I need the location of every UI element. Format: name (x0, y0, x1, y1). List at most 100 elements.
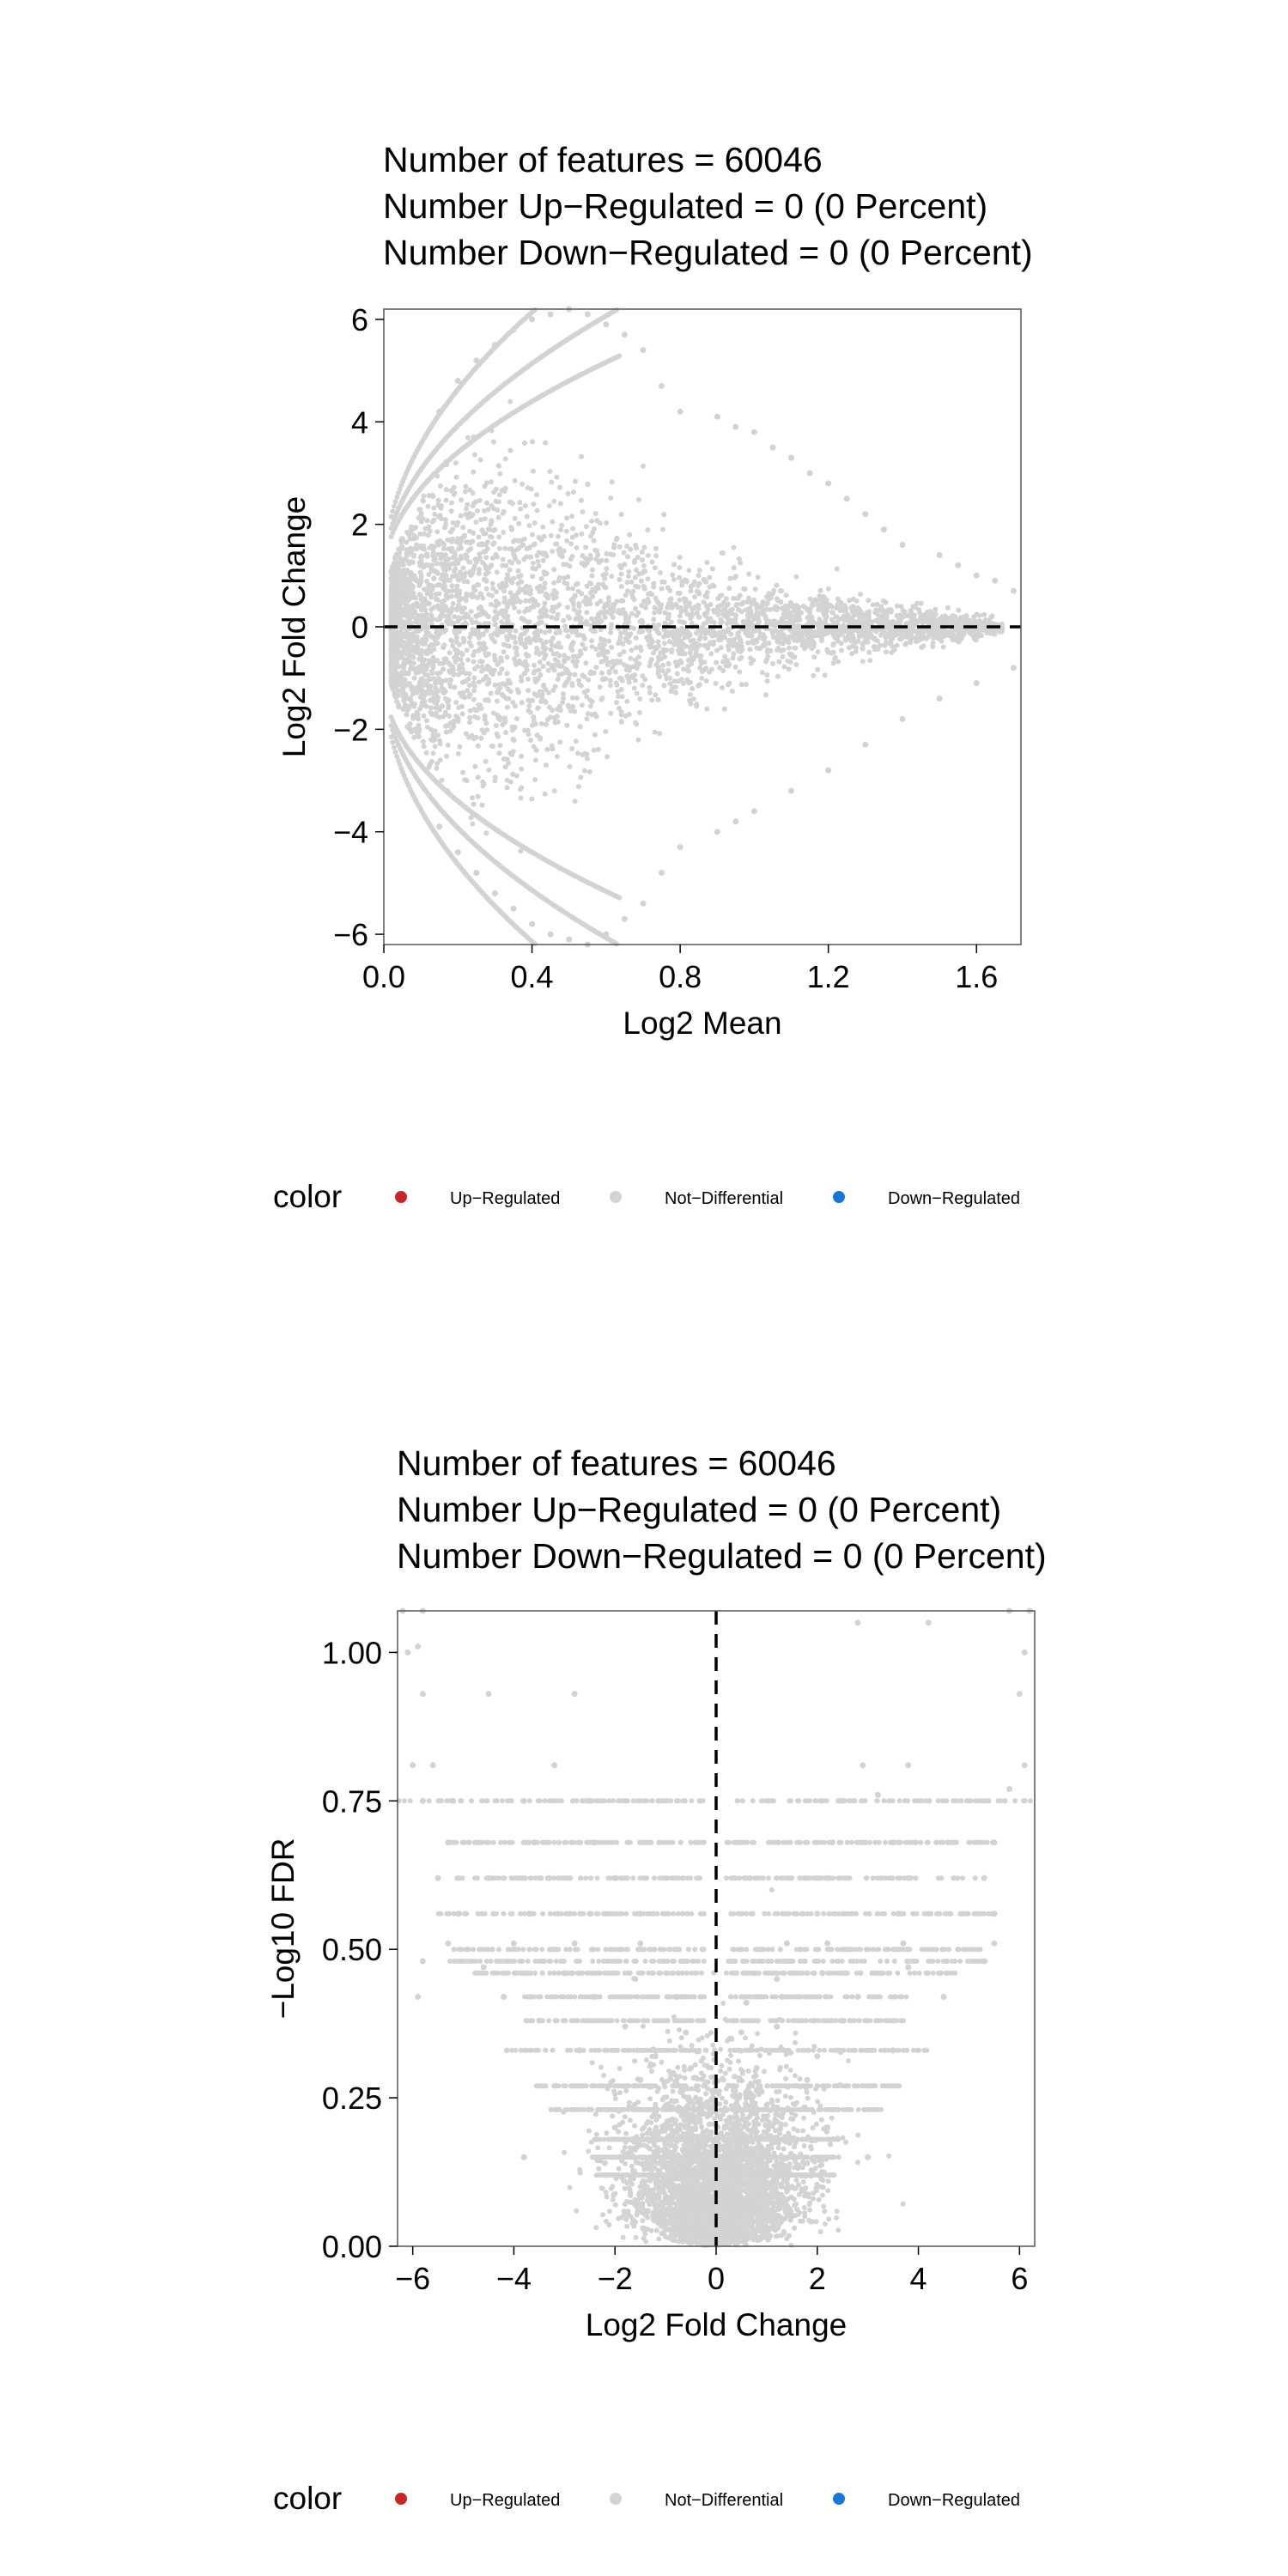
ma-cloud-point (473, 519, 479, 525)
ma-cloud-point (677, 574, 682, 580)
ma-cloud-point (932, 615, 937, 620)
ma-cloud-point (526, 545, 532, 551)
ma-cloud-point (687, 692, 693, 697)
ma-cloud-point (580, 702, 585, 708)
ma-cloud-point (502, 545, 508, 551)
ma-cloud-point (502, 456, 508, 462)
ma-cloud-point (413, 595, 418, 601)
ma-cloud-point (416, 612, 422, 618)
ma-cloud-point (447, 662, 453, 668)
ma-cloud-point (781, 647, 787, 653)
ma-cloud-point (516, 559, 521, 565)
ma-cloud-point (597, 520, 603, 526)
ma-cloud-point (692, 594, 697, 600)
ma-cloud-point (516, 609, 522, 615)
ma-cloud-point (726, 611, 732, 617)
ma-cloud-point (605, 603, 611, 609)
ma-cloud-point (440, 645, 447, 650)
ma-cloud-point (686, 568, 692, 574)
ma-cloud-point (569, 534, 575, 540)
ma-cloud-point (562, 623, 568, 629)
ma-cloud-point (394, 620, 400, 626)
ma-cloud-point (507, 546, 513, 552)
ma-cloud-point (845, 630, 851, 636)
ma-cloud-point (504, 671, 510, 677)
ma-cloud-point (423, 750, 429, 756)
ma-cloud-point (517, 500, 523, 506)
ma-cloud-point (618, 512, 624, 518)
ma-cloud-point (549, 615, 555, 620)
ma-cloud-point (447, 650, 453, 656)
ma-cloud-point (582, 646, 588, 652)
ma-cloud-point (670, 572, 676, 578)
ma-cloud-point (477, 641, 483, 647)
ma-cloud-point (396, 664, 402, 670)
ma-cloud-point (556, 663, 562, 669)
ma-cloud-point (576, 609, 581, 615)
ma-cloud-point (534, 492, 539, 498)
ma-cloud-point (529, 532, 535, 538)
ma-cloud-point (706, 641, 712, 647)
ma-cloud-point (604, 520, 610, 526)
ma-cloud-point (463, 512, 469, 517)
ma-cloud-point (525, 590, 531, 596)
ma-cloud-point (613, 537, 619, 543)
ma-cloud-point (551, 580, 557, 586)
ma-cloud-point (659, 579, 665, 585)
ma-cloud-point (495, 661, 501, 667)
ma-cloud-point (592, 588, 598, 594)
ma-cloud-point (819, 635, 824, 641)
ma-cloud-point (544, 592, 550, 598)
ma-cloud-point (627, 532, 633, 538)
ma-cloud-point (418, 573, 424, 579)
ma-cloud-point (701, 622, 707, 627)
ma-cloud-point (541, 533, 547, 539)
ma-plot: Number of features = 60046 Number Up−Reg… (276, 140, 1033, 1041)
ma-cloud-point (473, 614, 479, 619)
ma-cloud-point (642, 568, 648, 574)
ma-cloud-point (830, 642, 836, 648)
ma-cloud-point (415, 578, 421, 584)
ma-cloud-point (562, 580, 568, 586)
ma-cloud-point (649, 592, 654, 598)
ma-cloud-point (635, 555, 641, 560)
ma-cloud-point (718, 620, 724, 626)
ma-cloud-point (569, 683, 575, 688)
ma-cloud-point (835, 638, 841, 644)
ma-cloud-point (729, 689, 735, 694)
ma-cloud-point (475, 581, 481, 587)
ma-cloud-point (486, 592, 492, 598)
ma-cloud-point (505, 572, 510, 578)
ma-cloud-point (823, 614, 829, 619)
ma-cloud-point (512, 554, 518, 560)
ma-cloud-point (835, 619, 841, 625)
ma-cloud-point (406, 592, 412, 598)
ma-cloud-point (688, 701, 694, 707)
ma-cloud-point (428, 705, 434, 711)
ma-cloud-point (694, 610, 700, 616)
ma-cloud-point (417, 651, 423, 657)
ma-cloud-point (543, 762, 549, 768)
ma-cloud-point (453, 700, 459, 705)
ma-cloud-point (416, 669, 422, 675)
ma-cloud-point (479, 542, 485, 548)
ma-cloud-point (484, 546, 490, 552)
ma-cloud-point (581, 674, 587, 679)
ma-cloud-point (404, 539, 410, 545)
ma-cloud-point (404, 584, 410, 590)
ma-cloud-point (737, 669, 743, 675)
ma-cloud-point (632, 677, 638, 683)
ma-cloud-point (736, 556, 742, 562)
ma-cloud-point (709, 629, 715, 635)
ma-cloud-point (671, 562, 677, 568)
ma-cloud-point (543, 646, 549, 652)
ma-cloud-point (584, 610, 590, 616)
ma-cloud-point (747, 647, 753, 653)
ma-cloud-point (653, 625, 659, 631)
ma-cloud-point (398, 637, 404, 643)
ma-cloud-point (405, 646, 411, 652)
ma-cloud-point (639, 550, 645, 555)
ma-cloud-point (404, 712, 410, 718)
ma-cloud-point (416, 679, 422, 685)
ma-cloud-point (518, 637, 524, 643)
